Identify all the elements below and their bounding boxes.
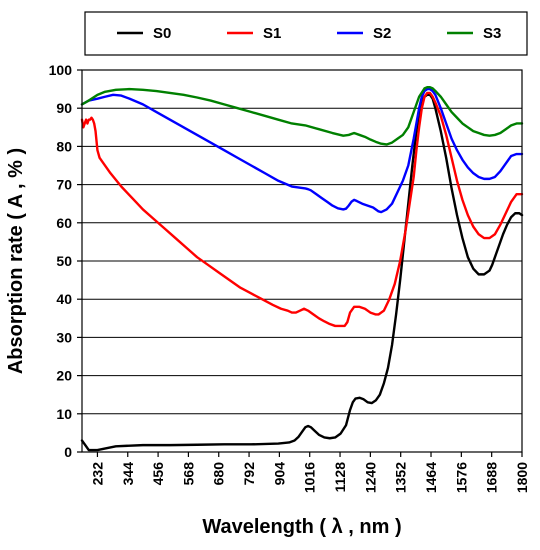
- y-tick-label: 40: [56, 291, 72, 307]
- series-line-s1: [80, 91, 524, 328]
- gridlines: [82, 69, 522, 453]
- y-tick-label: 60: [56, 215, 72, 231]
- series-line-s3: [80, 85, 524, 146]
- y-tick-label: 90: [56, 100, 72, 116]
- y-tick-label: 20: [56, 368, 72, 384]
- x-tick-label: 232: [89, 462, 105, 486]
- x-tick-label: 344: [120, 462, 136, 486]
- y-tick-label: 50: [56, 253, 72, 269]
- x-tick-label: 1576: [453, 462, 469, 493]
- x-tick-label: 1016: [302, 462, 318, 493]
- x-tick-label: 1240: [362, 462, 378, 493]
- y-tick-label: 10: [56, 406, 72, 422]
- x-tick-label: 1688: [484, 462, 500, 493]
- x-tick-label: 792: [241, 462, 257, 486]
- y-axis-ticks: 0 10 20 30 40 50 60 70 80 90 100: [49, 62, 82, 460]
- x-tick-label: 1464: [423, 462, 439, 493]
- y-tick-label: 80: [56, 138, 72, 154]
- y-tick-label: 0: [64, 444, 72, 460]
- x-tick-label: 904: [271, 462, 287, 486]
- series-line-s2: [80, 87, 524, 214]
- series-line-s0: [80, 93, 524, 452]
- x-axis-ticks: 232 344 456 568 680 792 904 1016 1128 1240 1352 146…: [89, 452, 530, 493]
- x-tick-label: 568: [180, 462, 196, 486]
- legend: S0 S1 S2 S3: [84, 11, 528, 56]
- x-tick-label: 680: [211, 462, 227, 486]
- legend-label-s3: S3: [483, 25, 501, 42]
- legend-label-s2: S2: [373, 25, 391, 42]
- x-tick-label: 1352: [393, 462, 409, 493]
- x-axis-title: Wavelength ( λ , nm ): [202, 516, 401, 538]
- y-axis-title: Absorption rate ( A , % ): [5, 148, 27, 374]
- series-lines: [80, 85, 524, 452]
- x-tick-label: 456: [150, 462, 166, 486]
- legend-label-s1: S1: [263, 25, 281, 42]
- x-tick-label: 1128: [332, 462, 348, 493]
- y-tick-label: 100: [49, 62, 73, 78]
- legend-label-s0: S0: [153, 25, 171, 42]
- y-tick-label: 70: [56, 177, 72, 193]
- x-tick-label: 1800: [514, 462, 530, 493]
- y-tick-label: 30: [56, 329, 72, 345]
